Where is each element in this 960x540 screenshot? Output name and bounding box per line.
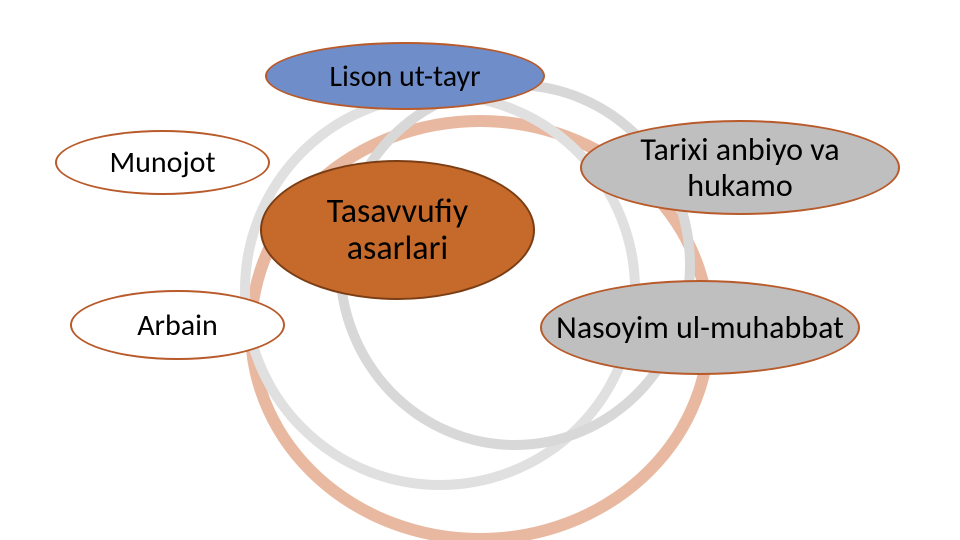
node-munojot: Munojot [55, 130, 270, 195]
node-lison-ut-tayr: Lison ut-tayr [265, 42, 545, 110]
node-label: Lison ut-tayr [329, 60, 480, 93]
node-label: Nasoyim ul-muhabbat [556, 310, 844, 345]
node-label: Arbain [137, 309, 218, 342]
node-nasoyim-ul-muhabbat: Nasoyim ul-muhabbat [540, 280, 860, 375]
node-tasavvufiy-asarlari: Tasavvufiy asarlari [260, 160, 535, 300]
node-tarixi-anbiyo: Tarixi anbiyo va hukamo [580, 120, 900, 215]
diagram-stage: Lison ut-tayr Munojot Tasavvufiy asarlar… [0, 0, 960, 540]
node-label: Tarixi anbiyo va hukamo [596, 132, 884, 202]
node-label: Tasavvufiy asarlari [276, 193, 519, 268]
node-arbain: Arbain [70, 290, 285, 360]
node-label: Munojot [109, 146, 215, 179]
